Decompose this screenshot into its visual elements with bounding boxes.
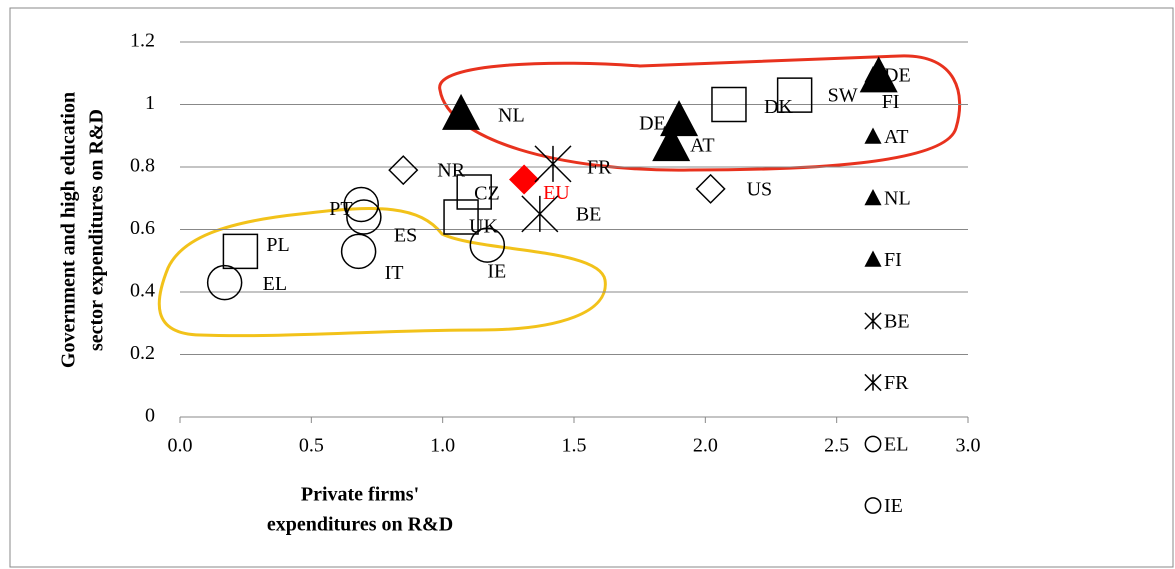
triangle-marker	[859, 56, 898, 93]
legend-marker	[864, 435, 882, 453]
y-tick-label: 0.4	[130, 280, 155, 302]
point-label: FI	[882, 91, 900, 113]
star-marker	[534, 145, 572, 183]
triangle-marker	[652, 125, 691, 162]
legend-label: FR	[884, 372, 909, 394]
point-label: US	[747, 178, 773, 200]
point-label: IT	[385, 262, 404, 284]
legend-marker	[864, 373, 882, 392]
point-label: SW	[828, 85, 858, 107]
chart-border	[9, 7, 1174, 568]
y-title-line: Government and high education	[58, 92, 80, 368]
square-marker	[711, 86, 747, 123]
legend-label: NL	[884, 188, 911, 210]
triangle-marker	[442, 93, 481, 130]
point-label: PL	[266, 234, 289, 256]
legend-label: BE	[884, 311, 910, 333]
square-marker	[443, 199, 479, 235]
legend-label: FI	[884, 249, 902, 271]
x-tick-label: 2.5	[824, 435, 849, 457]
point-label: NL	[498, 104, 525, 126]
x-tick-label: 1.5	[562, 435, 587, 457]
x-title: Private firms'	[301, 484, 419, 506]
diamond-marker	[509, 164, 540, 195]
legend-marker	[864, 127, 882, 144]
legend-marker	[864, 497, 882, 514]
square-marker	[222, 233, 259, 270]
point-label: IE	[487, 261, 506, 283]
x-tick-label: 2.0	[693, 435, 718, 457]
highlight-outline	[157, 207, 607, 338]
legend-marker	[864, 312, 882, 330]
legend-marker	[864, 66, 882, 83]
diamond-marker	[695, 173, 726, 204]
y-tick-label: 0.2	[130, 342, 155, 364]
triangle-marker	[660, 100, 699, 137]
legend-label: EL	[884, 434, 908, 456]
y-title: Government and high education sector exp…	[58, 92, 108, 368]
x-tick-label: 1.0	[430, 435, 455, 457]
y-tick-label: 1	[145, 92, 155, 114]
x-title: expenditures on R&D	[267, 514, 453, 536]
diamond-marker	[388, 155, 419, 186]
y-title-line: sector expenditures on R&D	[86, 109, 108, 351]
legend-label: DE	[884, 65, 911, 87]
point-label: EL	[263, 273, 287, 295]
legend-marker	[864, 189, 882, 206]
x-tick-label: 0.5	[299, 435, 324, 457]
y-tick-label: 1.2	[130, 30, 155, 52]
point-label: DE	[639, 113, 666, 135]
circle-marker	[346, 199, 382, 235]
point-label: BE	[576, 203, 602, 225]
point-label: EU	[543, 182, 570, 204]
point-label: ES	[394, 225, 417, 247]
circle-marker	[340, 233, 377, 270]
circle-marker	[206, 264, 243, 301]
point-label: AT	[690, 135, 714, 157]
highlight-outline	[438, 54, 962, 172]
point-label: DK	[764, 96, 793, 118]
square-marker	[456, 174, 492, 210]
legend-marker	[864, 250, 882, 267]
star-marker	[521, 195, 559, 233]
x-tick-label: 3.0	[956, 435, 981, 457]
square-marker	[776, 77, 813, 113]
point-label: CZ	[474, 183, 500, 205]
circle-marker	[469, 227, 506, 263]
x-tick-label: 0.0	[168, 435, 193, 457]
y-tick-label: 0	[145, 405, 155, 427]
y-tick-label: 0.8	[130, 155, 155, 177]
point-label: NR	[437, 160, 465, 182]
legend-label: AT	[884, 126, 908, 148]
legend-label: IE	[884, 495, 903, 517]
point-label: FR	[587, 156, 612, 178]
y-tick-label: 0.6	[130, 217, 155, 239]
circle-marker	[343, 186, 379, 223]
